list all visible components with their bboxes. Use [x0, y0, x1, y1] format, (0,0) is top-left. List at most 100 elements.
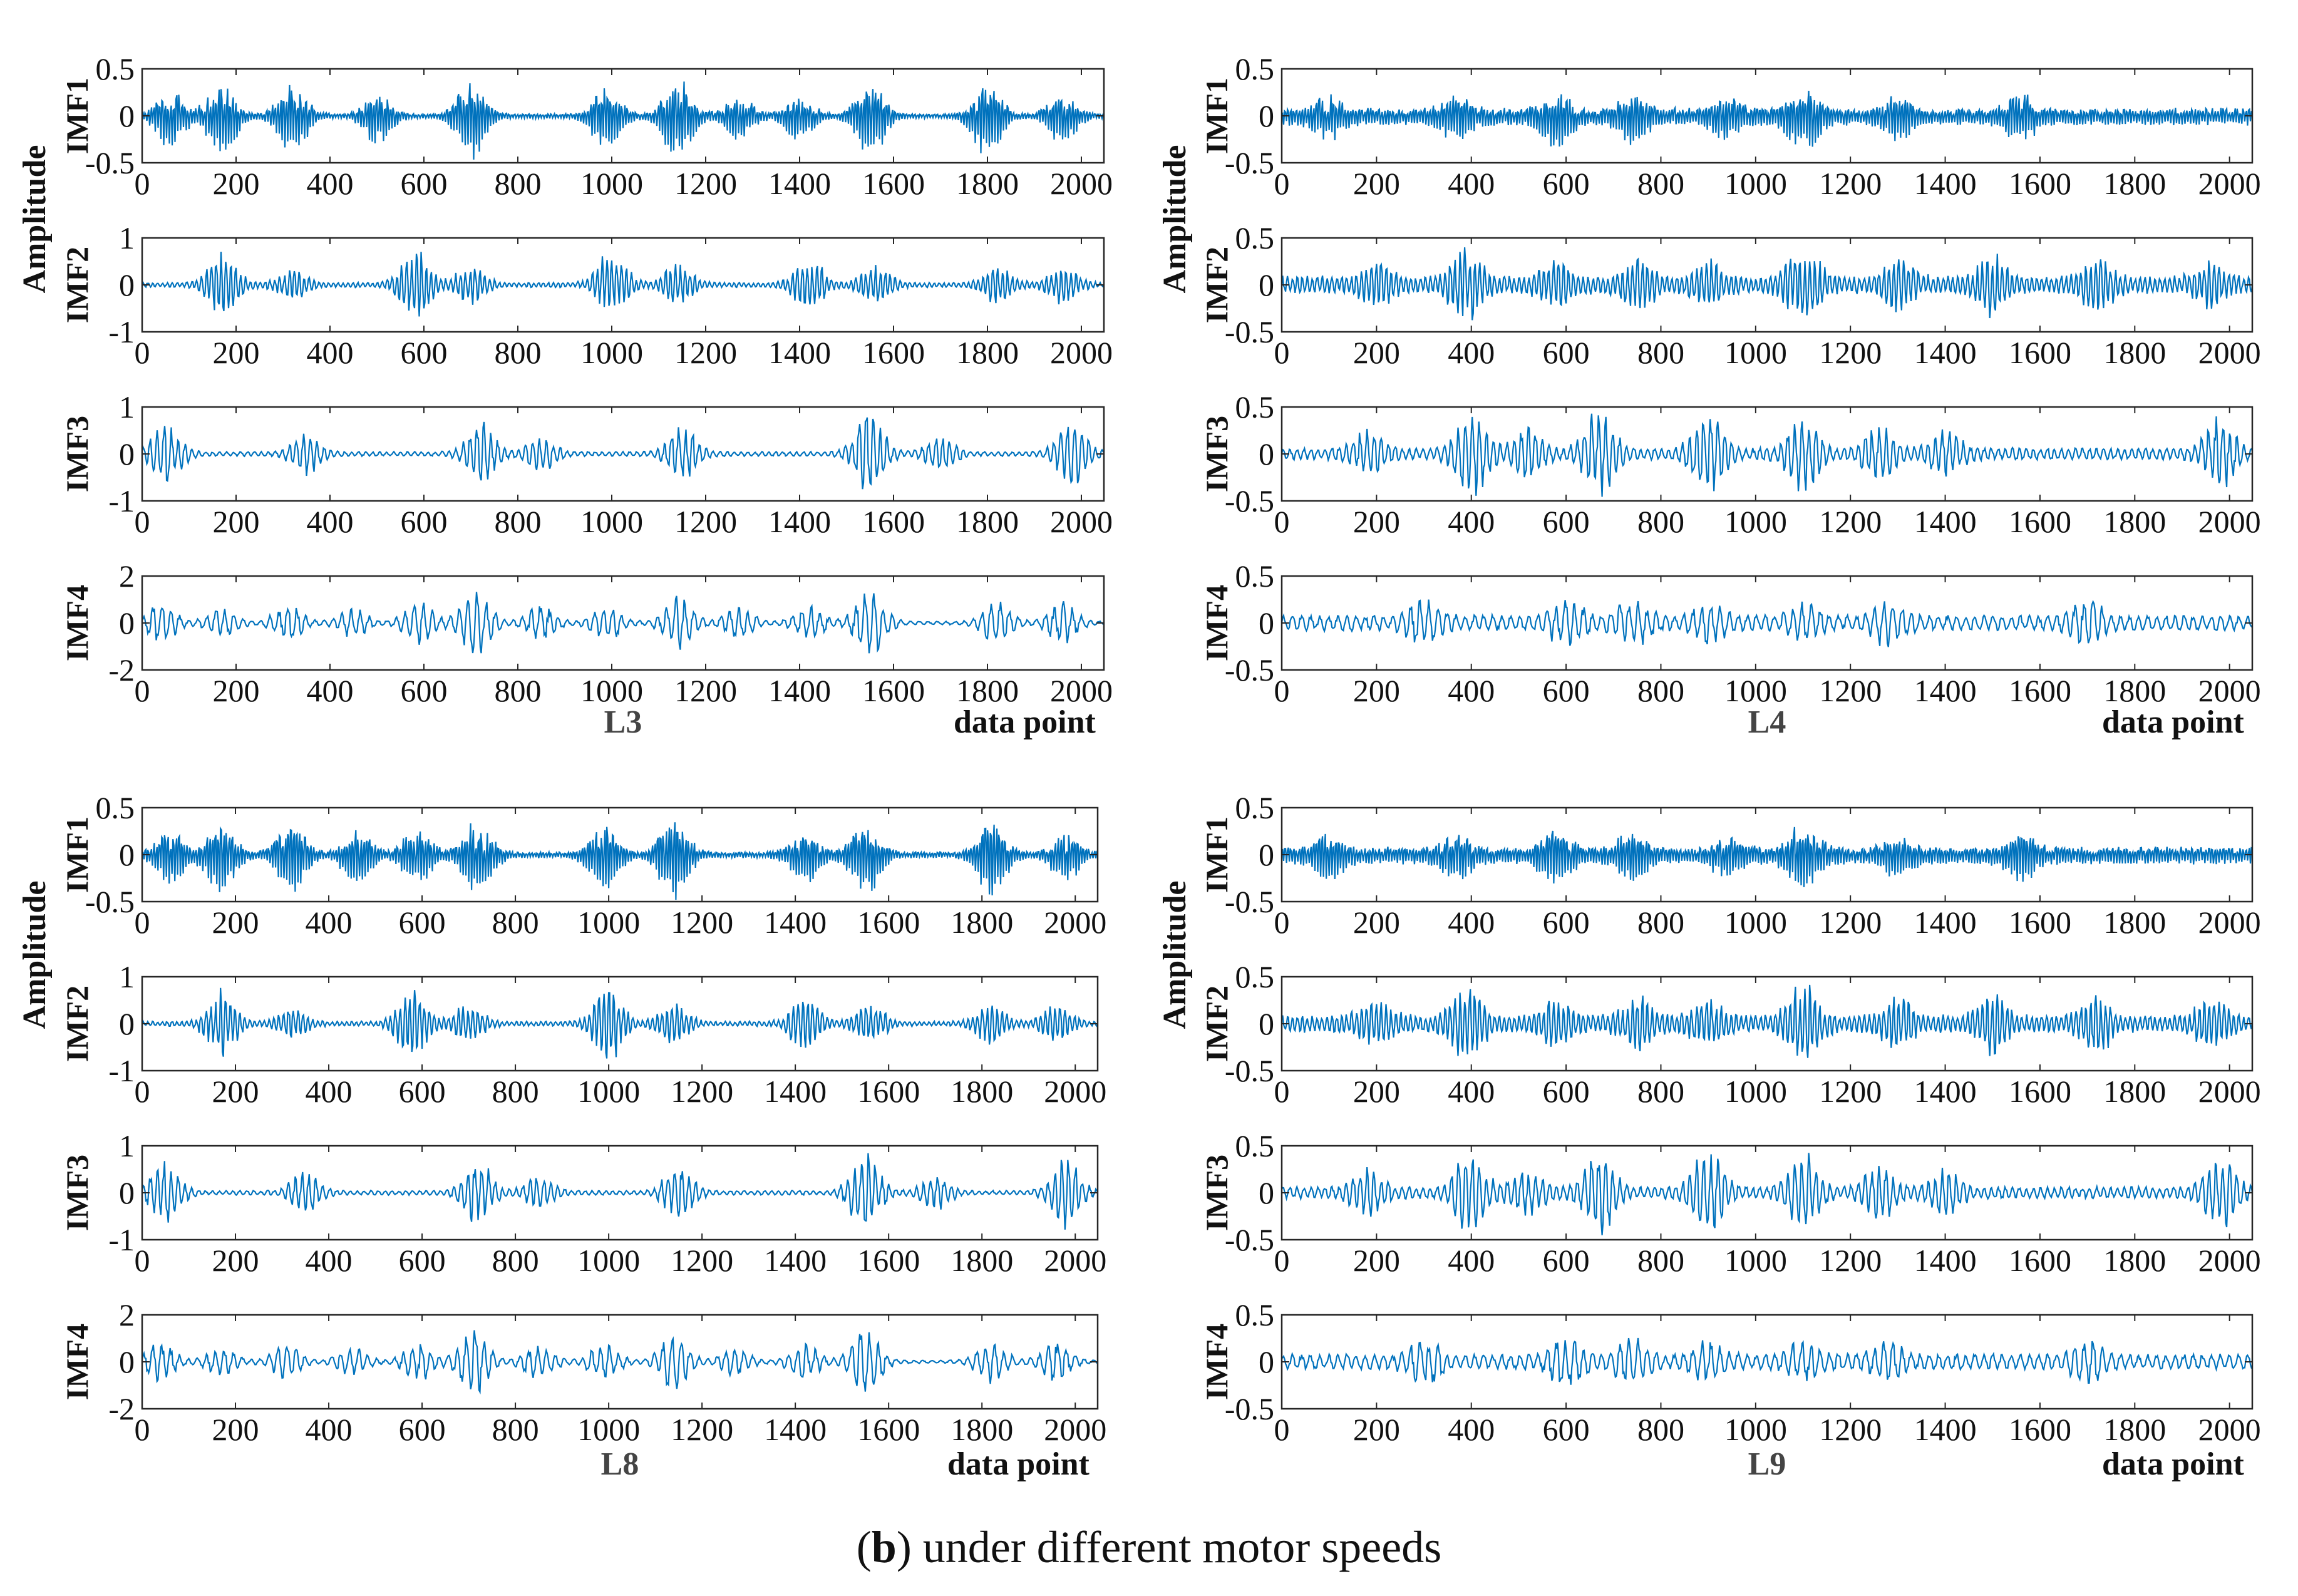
x-tick-label: 1800 — [2103, 905, 2166, 940]
x-axis-label: data point — [2102, 1446, 2245, 1482]
x-tick-label: 400 — [307, 504, 354, 539]
panel-title: L3 — [604, 704, 642, 740]
y-tick-label: 0 — [119, 1175, 135, 1210]
y-tick-label: -0.5 — [1225, 652, 1274, 687]
x-tick-label: 2000 — [1044, 1243, 1106, 1278]
x-tick-label: 0 — [1274, 1074, 1290, 1109]
x-tick-label: 200 — [212, 1243, 259, 1278]
x-tick-label: 1600 — [862, 335, 925, 370]
x-tick-label: 0 — [1274, 1243, 1290, 1278]
y-tick-label: 0 — [1259, 837, 1274, 872]
x-tick-label: 2000 — [2198, 166, 2261, 201]
x-tick-label: 0 — [135, 1074, 150, 1109]
x-tick-label: 1600 — [857, 1412, 920, 1447]
x-tick-label: 600 — [399, 1412, 446, 1447]
imf-label: IMF3 — [1199, 1155, 1234, 1231]
x-tick-label: 600 — [1543, 673, 1590, 708]
x-axis-label: data point — [947, 1446, 1090, 1482]
y-tick-label: -0.5 — [1225, 483, 1274, 518]
y-tick-label: -1 — [108, 1053, 135, 1088]
x-tick-label: 0 — [1274, 166, 1290, 201]
x-tick-label: 600 — [401, 673, 448, 708]
x-tick-label: 1000 — [1724, 504, 1787, 539]
x-tick-label: 600 — [1543, 1412, 1590, 1447]
x-tick-label: 2000 — [1050, 504, 1113, 539]
panel-title: L9 — [1748, 1446, 1786, 1482]
amplitude-label: Amplitude — [17, 881, 53, 1029]
imf-label: IMF2 — [59, 986, 95, 1062]
axes-box-L8-IMF3 — [141, 1145, 1099, 1241]
x-tick-label: 600 — [399, 1074, 446, 1109]
x-tick-label: 1400 — [1914, 1243, 1977, 1278]
x-tick-label: 800 — [492, 1412, 539, 1447]
x-tick-label: 400 — [306, 1074, 353, 1109]
x-tick-label: 200 — [212, 1074, 259, 1109]
x-tick-label: 1400 — [1914, 673, 1977, 708]
x-tick-label: 800 — [1637, 504, 1684, 539]
y-tick-label: 0 — [119, 1006, 135, 1041]
x-tick-label: 400 — [1448, 905, 1495, 940]
y-tick-label: 0.5 — [1235, 51, 1275, 86]
x-tick-label: 1000 — [577, 1074, 640, 1109]
x-tick-label: 600 — [1543, 905, 1590, 940]
x-tick-label: 400 — [307, 673, 354, 708]
x-tick-label: 1600 — [862, 166, 925, 201]
x-tick-label: 1200 — [1819, 1412, 1882, 1447]
y-tick-label: 0.5 — [1235, 559, 1275, 594]
y-tick-label: 0.5 — [1235, 790, 1275, 825]
x-tick-label: 1000 — [577, 1412, 640, 1447]
x-tick-label: 1200 — [1819, 504, 1882, 539]
x-tick-label: 0 — [1274, 905, 1290, 940]
x-tick-label: 1600 — [2009, 504, 2071, 539]
y-tick-label: -0.5 — [85, 884, 135, 919]
y-tick-label: 0 — [1259, 1344, 1274, 1379]
x-tick-label: 600 — [1543, 504, 1590, 539]
x-tick-label: 2000 — [2198, 504, 2261, 539]
x-tick-label: 0 — [1274, 673, 1290, 708]
y-tick-label: 0.5 — [96, 790, 135, 825]
x-tick-label: 400 — [1448, 504, 1495, 539]
imf-signal-L4-IMF3 — [1280, 413, 2254, 497]
y-tick-label: 1 — [119, 220, 135, 255]
imf-label: IMF3 — [1199, 416, 1234, 492]
x-tick-label: 1600 — [857, 905, 920, 940]
x-tick-label: 1600 — [862, 504, 925, 539]
y-tick-label: 0 — [1259, 436, 1274, 471]
x-tick-label: 800 — [1637, 166, 1684, 201]
x-tick-label: 0 — [135, 166, 150, 201]
x-tick-label: 0 — [1274, 504, 1290, 539]
x-tick-label: 400 — [306, 1243, 353, 1278]
imf-label: IMF4 — [1199, 1324, 1234, 1400]
y-tick-label: -1 — [108, 483, 135, 518]
x-tick-label: 1000 — [1724, 1243, 1787, 1278]
x-tick-label: 1800 — [951, 905, 1013, 940]
y-tick-label: 1 — [119, 959, 135, 994]
y-tick-label: 0 — [1259, 605, 1274, 641]
x-tick-label: 2000 — [2198, 1074, 2261, 1109]
imf-signal-L9-IMF1 — [1281, 826, 2253, 887]
x-tick-label: 1600 — [862, 673, 925, 708]
x-tick-label: 1000 — [577, 905, 640, 940]
x-tick-label: 600 — [1543, 1243, 1590, 1278]
x-tick-label: 0 — [1274, 335, 1290, 370]
y-tick-label: -1 — [108, 314, 135, 349]
x-tick-label: 400 — [307, 166, 354, 201]
y-tick-label: 0.5 — [1235, 389, 1275, 425]
x-tick-label: 800 — [495, 504, 542, 539]
y-tick-label: 0 — [119, 436, 135, 471]
x-tick-label: 800 — [1637, 335, 1684, 370]
axes-box-L3-IMF3 — [141, 406, 1105, 502]
y-tick-label: -0.5 — [1225, 1222, 1274, 1257]
axes-box-L9-IMF4 — [1280, 1314, 2254, 1410]
y-tick-label: 0 — [1259, 1006, 1274, 1041]
imf-signal-L3-IMF4 — [142, 592, 1105, 654]
x-axis-label: data point — [2102, 704, 2245, 740]
x-tick-label: 1400 — [1914, 166, 1977, 201]
x-tick-label: 1400 — [1914, 504, 1977, 539]
x-tick-label: 1600 — [2009, 1074, 2071, 1109]
x-tick-label: 600 — [399, 1243, 446, 1278]
x-tick-label: 1800 — [2103, 166, 2166, 201]
y-tick-label: 0 — [119, 1344, 135, 1379]
x-tick-label: 2000 — [1044, 1412, 1106, 1447]
imf-signal-L8-IMF3 — [141, 1153, 1098, 1230]
